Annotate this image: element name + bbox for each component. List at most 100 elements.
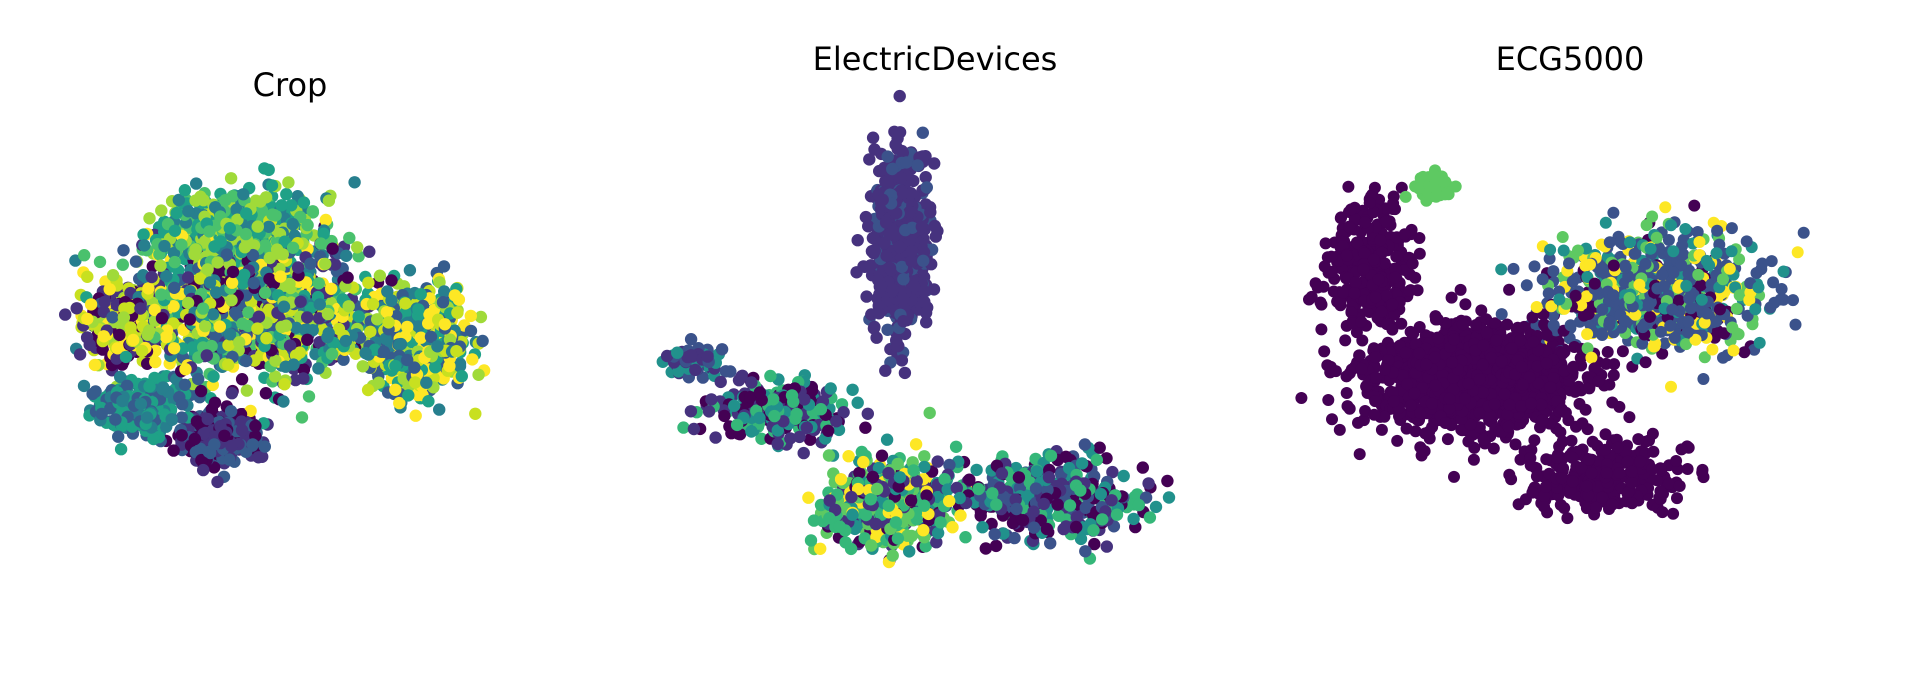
- scatter-point: [927, 283, 941, 296]
- scatter-point: [203, 276, 217, 289]
- scatter-point: [382, 316, 395, 329]
- scatter-point: [135, 344, 149, 358]
- scatter-point: [223, 453, 236, 466]
- scatter-point: [258, 286, 272, 299]
- scatter-point: [474, 310, 488, 324]
- scatter-point: [476, 334, 489, 348]
- scatter-point: [157, 381, 170, 394]
- scatter-point: [167, 444, 180, 457]
- scatter-point: [976, 521, 989, 534]
- scatter-point: [1161, 474, 1174, 488]
- scatter-point: [297, 363, 311, 376]
- scatter-point: [943, 458, 956, 472]
- scatter-point: [918, 450, 931, 463]
- scatter-point: [246, 248, 260, 262]
- scatter-point: [81, 312, 94, 326]
- scatter-point: [949, 440, 963, 453]
- scatter-point: [343, 231, 356, 245]
- scatter-point: [870, 331, 883, 344]
- scatter-point: [455, 370, 468, 383]
- scatter-point: [142, 282, 155, 295]
- scatter-point: [1136, 461, 1149, 474]
- scatter-point: [238, 268, 251, 281]
- scatter-point: [348, 176, 361, 189]
- scatter-point: [917, 524, 930, 537]
- scatter-point: [321, 307, 335, 321]
- scatter-point: [879, 364, 892, 377]
- scatter-point: [251, 322, 264, 335]
- scatter-point: [225, 439, 238, 453]
- scatter-point: [294, 295, 307, 308]
- scatter-point: [342, 300, 355, 313]
- scatter-point: [223, 328, 237, 341]
- scatter-point: [1093, 441, 1106, 454]
- scatter-point: [389, 383, 402, 396]
- scatter-point: [872, 461, 886, 475]
- scatter-point: [1044, 537, 1057, 550]
- scatter-point: [403, 264, 417, 277]
- scatter-point: [886, 162, 899, 176]
- scatter-point: [422, 395, 435, 408]
- scatter-point: [918, 295, 931, 308]
- scatter-point: [938, 473, 951, 486]
- crop-title: Crop: [252, 66, 328, 104]
- scatter-point: [846, 383, 859, 396]
- scatter-point: [168, 224, 182, 237]
- scatter-point: [325, 347, 339, 361]
- scatter-point: [301, 218, 314, 232]
- scatter-point: [214, 420, 227, 433]
- scatter-point: [119, 350, 133, 364]
- scatter-point: [232, 336, 246, 349]
- scatter-point: [687, 422, 701, 436]
- scatter-point: [275, 199, 288, 212]
- scatter-point: [385, 274, 398, 287]
- scatter-point: [252, 310, 266, 323]
- scatter-point: [199, 319, 212, 333]
- scatter-point: [278, 378, 291, 391]
- scatter-point: [259, 191, 273, 204]
- scatter-point: [263, 251, 276, 265]
- scatter-point: [1087, 524, 1100, 537]
- scatter-point: [208, 396, 222, 409]
- scatter-point: [155, 204, 168, 217]
- scatter-point: [167, 247, 181, 260]
- scatter-point: [450, 345, 463, 358]
- scatter-point: [224, 172, 238, 185]
- scatter-point: [850, 266, 863, 279]
- scatter-point: [138, 239, 151, 252]
- scatter-point: [920, 181, 933, 194]
- scatter-point: [319, 257, 332, 271]
- scatter-point: [920, 316, 933, 329]
- scatter-point: [117, 244, 130, 257]
- scatter-point: [236, 317, 249, 330]
- scatter-point: [1117, 469, 1130, 483]
- scatter-point: [1029, 482, 1043, 495]
- scatter-point: [412, 303, 425, 316]
- scatter-point: [868, 143, 881, 156]
- scatter-point: [1059, 450, 1073, 463]
- scatter-point: [340, 249, 353, 262]
- scatter-point: [201, 263, 214, 276]
- scatter-point: [312, 277, 325, 290]
- scatter-point: [194, 272, 207, 285]
- scatter-point: [291, 261, 305, 274]
- scatter-point: [247, 276, 260, 290]
- scatter-point: [301, 333, 314, 346]
- scatter-point: [112, 430, 125, 443]
- scatter-point: [954, 509, 967, 522]
- scatter-point: [175, 429, 188, 442]
- scatter-point: [1132, 498, 1145, 512]
- scatter-point: [339, 334, 353, 348]
- scatter-point: [373, 269, 387, 282]
- scatter-point: [402, 389, 415, 402]
- scatter-point: [103, 283, 116, 296]
- scatter-point: [337, 353, 350, 366]
- scatter-point: [1143, 511, 1157, 524]
- scatter-point: [989, 539, 1003, 553]
- scatter-point: [302, 390, 316, 403]
- scatter-point: [793, 430, 806, 444]
- scatter-point: [286, 217, 299, 231]
- scatter-point: [886, 549, 899, 562]
- scatter-point: [306, 205, 319, 218]
- scatter-point: [231, 213, 244, 226]
